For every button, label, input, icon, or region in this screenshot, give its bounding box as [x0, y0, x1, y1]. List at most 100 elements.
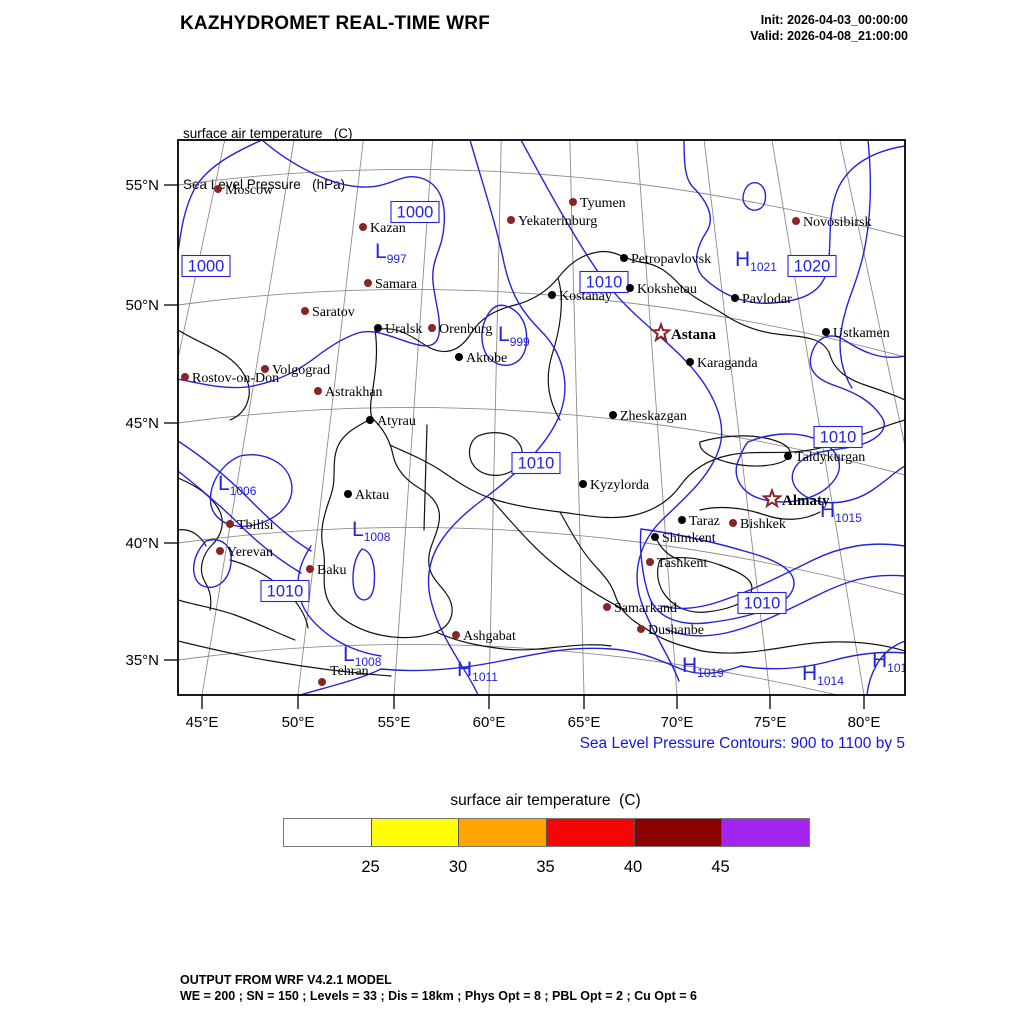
page-title: KAZHYDROMET REAL-TIME WRF — [180, 13, 491, 34]
colorbar-segment — [634, 819, 723, 846]
pressure-center-value: 1011 — [472, 670, 498, 684]
pressure-label-box — [181, 254, 231, 278]
contour-low-1006-bean — [209, 454, 293, 527]
contour-central-west — [427, 140, 566, 695]
border-russia-kazakhstan — [374, 250, 905, 401]
city-dot-icon — [620, 254, 628, 262]
city-kyzylorda: Kyzylorda — [579, 478, 650, 493]
city-label: Rostov-on-Don — [192, 371, 279, 386]
pressure-label-value: 1010 — [518, 455, 555, 473]
colorbar-title: surface air temperature (C) — [450, 792, 641, 809]
pressure-contour-caption: Sea Level Pressure Contours: 900 to 1100… — [579, 735, 905, 752]
pressure-center-letter: H1019 — [682, 654, 724, 680]
city-rostov-on-don: Rostov-on-Don — [181, 371, 279, 386]
pressure-center-letter: L1006 — [218, 472, 257, 498]
pressure-center-letter: L997 — [375, 240, 407, 266]
pressure-center-low: L1008 — [352, 518, 391, 544]
lat-tick-label: 35°N — [125, 652, 159, 669]
contour-1020-ridge — [683, 140, 905, 304]
pressure-contour-label: 1010 — [511, 451, 561, 475]
tajik-border — [644, 627, 703, 652]
lon-tick-label: 55°E — [378, 714, 411, 731]
city-label: Uralsk — [385, 322, 422, 337]
pressure-center-value: 999 — [510, 335, 530, 349]
pressure-label-box — [813, 425, 863, 449]
colorbar-tick-label: 40 — [623, 858, 643, 876]
border-oblast — [547, 277, 562, 421]
fergana-border — [657, 556, 753, 613]
lon-tick-label: 75°E — [754, 714, 787, 731]
pressure-label-value: 1020 — [794, 258, 831, 276]
city-label: Ustkamen — [833, 326, 890, 341]
lat-tick-label: 45°N — [125, 415, 159, 432]
city-label: Tbilisi — [237, 518, 274, 533]
meridian-line — [393, 140, 434, 695]
city-dot-icon — [214, 185, 222, 193]
pressure-center-letter: H1014 — [802, 662, 844, 688]
colorbar-tick-label: 30 — [448, 858, 468, 876]
city-novosibirsk: Novosibirsk — [792, 215, 871, 230]
pressure-center-letter: H1011 — [457, 658, 498, 684]
colorbar-tick-label: 25 — [361, 858, 380, 876]
colorbar-segment — [459, 819, 548, 846]
uzbek-border — [559, 511, 646, 629]
city-ashgabat: Ashgabat — [452, 629, 516, 644]
graticule-grid — [178, 140, 905, 695]
city-tyumen: Tyumen — [569, 196, 626, 211]
city-label: Atyrau — [377, 414, 416, 429]
city-label: Ashgabat — [463, 629, 516, 644]
city-orenburg: Orenburg — [428, 322, 492, 337]
colorbar-segment — [284, 819, 372, 846]
lat-tick-label: 55°N — [125, 177, 159, 194]
pressure-label-value: 1000 — [397, 204, 434, 222]
city-dot-icon — [626, 284, 634, 292]
pressure-label-box — [511, 451, 561, 475]
footer-model-line: OUTPUT FROM WRF V4.2.1 MODEL — [180, 973, 392, 987]
lon-tick-label: 50°E — [282, 714, 315, 731]
contour-low-999-oval — [481, 304, 528, 366]
pressure-label-box — [787, 254, 837, 278]
city-label: Tashkent — [657, 556, 707, 571]
pressure-center-high: H1021 — [735, 248, 777, 274]
pressure-label-value: 1010 — [586, 274, 623, 292]
lon-tick-label: 70°E — [661, 714, 694, 731]
city-label: Saratov — [312, 305, 355, 320]
city-dot-icon — [359, 223, 367, 231]
subtitle-temperature: surface air temperature (C) — [183, 126, 353, 141]
contour-taldykurgan-loop — [735, 433, 841, 503]
city-dot-icon — [364, 279, 372, 287]
pressure-center-value: 997 — [387, 252, 407, 266]
city-label: Aktau — [355, 488, 389, 503]
city-tehran: Tehran — [318, 664, 369, 686]
city-dot-icon — [784, 452, 792, 460]
south-border-east — [701, 641, 905, 654]
city-kokshetau: Kokshetau — [626, 282, 697, 297]
city-label: Kokshetau — [637, 282, 697, 297]
city-dot-icon — [651, 533, 659, 541]
city-dot-icon — [306, 565, 314, 573]
city-label: Zheskazgan — [620, 409, 687, 424]
turkmen-uzbek-straight-border — [423, 424, 428, 531]
lon-tick-label: 65°E — [568, 714, 601, 731]
pressure-label-box — [737, 591, 787, 615]
city-label: Yekaterinburg — [518, 214, 597, 229]
contour-1000-west — [178, 140, 263, 253]
field-subtitle: surface air temperature (C) Sea Level Pr… — [183, 91, 353, 227]
city-dot-icon — [301, 307, 309, 315]
city-dot-icon — [731, 294, 739, 302]
pressure-center-high: H1014 — [802, 662, 844, 688]
city-dot-icon — [181, 373, 189, 381]
parallel-line — [178, 406, 905, 476]
pressure-label-value: 1000 — [188, 258, 225, 276]
city-dot-icon — [609, 411, 617, 419]
city-label: Dushanbe — [648, 623, 704, 638]
kyrgyz-border — [699, 506, 821, 520]
pressure-label-box — [390, 200, 440, 224]
pressure-center-value: 1015 — [835, 511, 862, 525]
city-taldykurgan: Taldykurgan — [784, 450, 865, 465]
city-dot-icon — [344, 490, 352, 498]
sea-level-pressure-contours — [178, 140, 905, 695]
pressure-contour-label: 1010 — [813, 425, 863, 449]
contour-south-west-tail — [299, 668, 382, 695]
city-label: Samara — [375, 277, 418, 292]
